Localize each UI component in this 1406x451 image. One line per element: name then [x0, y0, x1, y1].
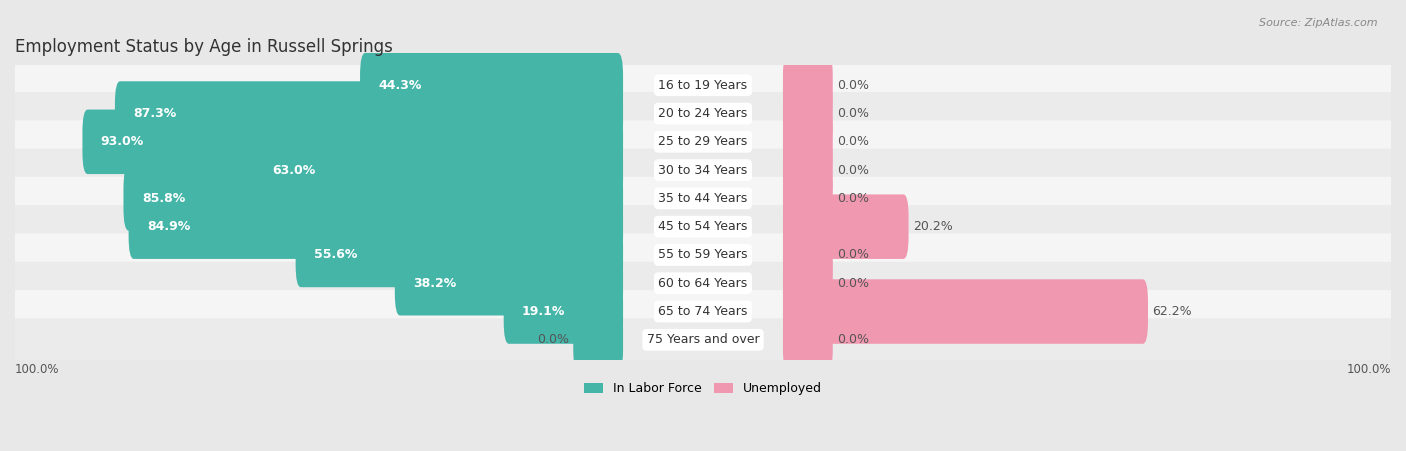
- Text: 44.3%: 44.3%: [378, 79, 422, 92]
- FancyBboxPatch shape: [783, 251, 832, 316]
- FancyBboxPatch shape: [574, 308, 623, 372]
- FancyBboxPatch shape: [503, 279, 623, 344]
- Text: 0.0%: 0.0%: [838, 135, 869, 148]
- Text: 0.0%: 0.0%: [838, 107, 869, 120]
- Text: 0.0%: 0.0%: [838, 277, 869, 290]
- Text: Employment Status by Age in Russell Springs: Employment Status by Age in Russell Spri…: [15, 37, 392, 55]
- Text: Source: ZipAtlas.com: Source: ZipAtlas.com: [1260, 18, 1378, 28]
- FancyBboxPatch shape: [124, 166, 623, 230]
- FancyBboxPatch shape: [783, 110, 832, 174]
- FancyBboxPatch shape: [13, 318, 1393, 361]
- FancyBboxPatch shape: [360, 53, 623, 118]
- Text: 0.0%: 0.0%: [537, 333, 568, 346]
- Text: 45 to 54 Years: 45 to 54 Years: [658, 220, 748, 233]
- FancyBboxPatch shape: [83, 110, 623, 174]
- Text: 0.0%: 0.0%: [838, 79, 869, 92]
- FancyBboxPatch shape: [13, 177, 1393, 220]
- Text: 0.0%: 0.0%: [838, 192, 869, 205]
- FancyBboxPatch shape: [13, 262, 1393, 305]
- Text: 65 to 74 Years: 65 to 74 Years: [658, 305, 748, 318]
- FancyBboxPatch shape: [783, 138, 832, 202]
- FancyBboxPatch shape: [783, 279, 1147, 344]
- Text: 30 to 34 Years: 30 to 34 Years: [658, 164, 748, 177]
- Text: 85.8%: 85.8%: [142, 192, 186, 205]
- Text: 55 to 59 Years: 55 to 59 Years: [658, 249, 748, 262]
- Text: 63.0%: 63.0%: [271, 164, 315, 177]
- Text: 16 to 19 Years: 16 to 19 Years: [658, 79, 748, 92]
- Text: 62.2%: 62.2%: [1153, 305, 1192, 318]
- Text: 0.0%: 0.0%: [838, 164, 869, 177]
- FancyBboxPatch shape: [783, 308, 832, 372]
- FancyBboxPatch shape: [13, 148, 1393, 192]
- FancyBboxPatch shape: [253, 138, 623, 202]
- FancyBboxPatch shape: [128, 194, 623, 259]
- FancyBboxPatch shape: [13, 234, 1393, 276]
- Text: 38.2%: 38.2%: [413, 277, 457, 290]
- FancyBboxPatch shape: [115, 81, 623, 146]
- FancyBboxPatch shape: [13, 92, 1393, 135]
- Text: 100.0%: 100.0%: [1347, 363, 1391, 376]
- Text: 0.0%: 0.0%: [838, 333, 869, 346]
- FancyBboxPatch shape: [395, 251, 623, 316]
- FancyBboxPatch shape: [783, 166, 832, 230]
- FancyBboxPatch shape: [783, 53, 832, 118]
- Text: 35 to 44 Years: 35 to 44 Years: [658, 192, 748, 205]
- FancyBboxPatch shape: [13, 120, 1393, 163]
- Text: 19.1%: 19.1%: [522, 305, 565, 318]
- FancyBboxPatch shape: [295, 223, 623, 287]
- Text: 25 to 29 Years: 25 to 29 Years: [658, 135, 748, 148]
- Text: 75 Years and over: 75 Years and over: [647, 333, 759, 346]
- Text: 87.3%: 87.3%: [134, 107, 177, 120]
- Text: 55.6%: 55.6%: [314, 249, 357, 262]
- Text: 100.0%: 100.0%: [15, 363, 59, 376]
- Legend: In Labor Force, Unemployed: In Labor Force, Unemployed: [579, 377, 827, 400]
- Text: 84.9%: 84.9%: [148, 220, 190, 233]
- FancyBboxPatch shape: [783, 223, 832, 287]
- Text: 20.2%: 20.2%: [912, 220, 953, 233]
- Text: 93.0%: 93.0%: [101, 135, 143, 148]
- Text: 20 to 24 Years: 20 to 24 Years: [658, 107, 748, 120]
- FancyBboxPatch shape: [13, 64, 1393, 107]
- Text: 60 to 64 Years: 60 to 64 Years: [658, 277, 748, 290]
- Text: 0.0%: 0.0%: [838, 249, 869, 262]
- FancyBboxPatch shape: [13, 290, 1393, 333]
- FancyBboxPatch shape: [13, 205, 1393, 248]
- FancyBboxPatch shape: [783, 81, 832, 146]
- FancyBboxPatch shape: [783, 194, 908, 259]
